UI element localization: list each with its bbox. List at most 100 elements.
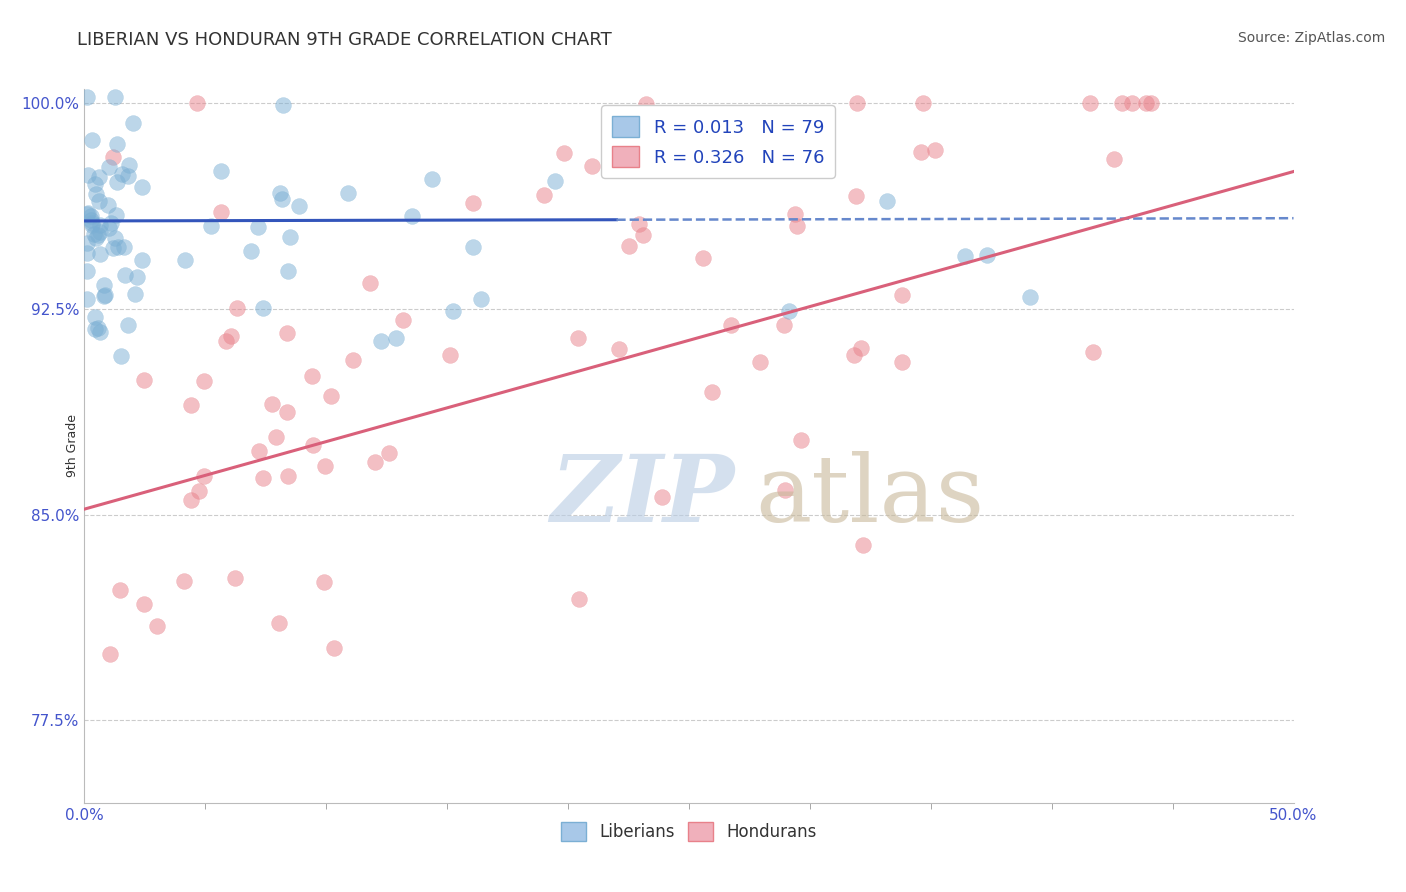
Point [180,492,202,507]
Point [276,405,298,419]
Point [533,187,555,202]
Point [1140,95,1163,110]
Point [364,455,387,469]
Point [314,459,336,474]
Point [87,170,110,185]
Point [270,193,292,207]
Point [785,207,807,221]
Point [97,220,120,235]
Point [80,218,103,232]
Point [277,264,299,278]
Point [720,318,742,333]
Point [1083,345,1105,359]
Point [910,145,932,160]
Point [1078,95,1101,110]
Point [125,270,148,285]
Point [700,385,723,400]
Point [193,469,215,483]
Point [100,216,122,230]
Point [77,169,100,183]
Point [76,264,98,278]
Point [93,277,115,292]
Point [280,229,302,244]
Point [105,175,128,189]
Point [378,445,401,459]
Point [110,349,132,363]
Point [607,343,630,357]
Text: ZIP: ZIP [550,451,734,541]
Point [219,329,242,343]
Point [778,304,800,318]
Point [188,484,211,499]
Point [98,647,121,661]
Point [636,97,658,112]
Point [77,206,100,220]
Point [420,172,443,186]
Point [105,137,128,152]
Point [301,368,323,383]
Point [84,177,107,191]
Point [76,246,98,260]
Point [83,227,105,242]
Point [976,248,998,262]
Point [439,348,461,362]
Point [84,231,107,245]
Point [114,268,136,282]
Point [86,228,108,243]
Point [876,194,898,208]
Point [461,240,484,254]
Point [110,582,132,597]
Text: Source: ZipAtlas.com: Source: ZipAtlas.com [1237,31,1385,45]
Point [651,490,673,504]
Point [391,313,413,327]
Point [627,218,650,232]
Point [370,334,392,348]
Point [842,348,865,362]
Point [131,253,153,268]
Point [1135,95,1157,110]
Point [209,204,232,219]
Point [772,318,794,332]
Point [97,160,120,174]
Point [789,434,811,448]
Point [226,301,249,315]
Point [631,227,654,242]
Point [314,575,336,590]
Point [336,186,359,200]
Point [890,288,912,302]
Point [79,212,101,227]
Point [114,240,136,254]
Point [132,597,155,611]
Point [76,90,98,104]
Point [277,469,299,483]
Point [84,322,107,336]
Point [567,331,589,345]
Point [461,196,484,211]
Point [846,95,869,110]
Point [319,389,342,403]
Point [924,143,946,157]
Point [80,209,103,223]
Point [180,398,202,412]
Point [287,199,309,213]
Point [544,174,567,188]
Point [247,444,270,458]
Point [845,189,868,203]
Point [76,235,98,250]
Point [80,216,103,230]
Point [786,219,808,233]
Point [174,252,197,267]
Point [276,326,298,341]
Point [617,239,640,253]
Point [891,355,914,369]
Point [94,288,117,302]
Point [117,169,139,183]
Point [209,163,232,178]
Point [193,374,215,388]
Point [267,615,290,630]
Point [104,90,127,104]
Point [118,158,141,172]
Point [852,537,875,551]
Point [89,247,111,261]
Point [84,310,107,325]
